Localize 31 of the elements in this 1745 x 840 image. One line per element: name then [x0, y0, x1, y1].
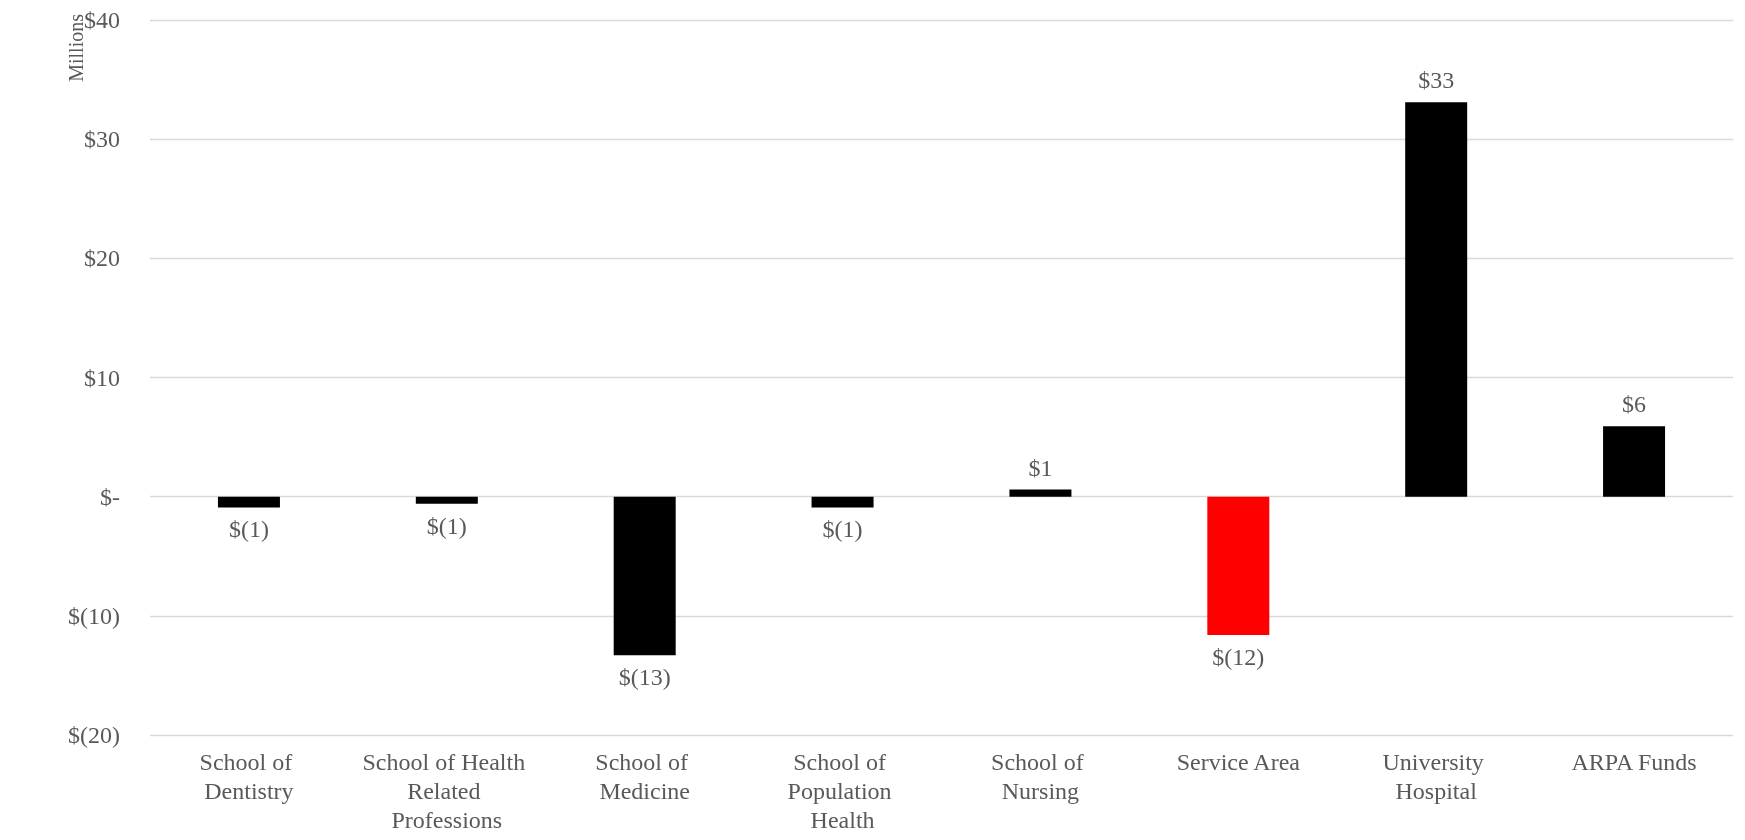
data-label: $(1): [822, 516, 863, 543]
x-tick-label: University Hospital: [1382, 748, 1490, 804]
y-tick-label: $10: [84, 364, 120, 391]
y-tick-label: $(10): [68, 602, 120, 629]
y-tick-label: $(20): [68, 722, 120, 748]
bar: [1009, 489, 1072, 497]
bar: [613, 496, 676, 656]
y-tick-label: $20: [84, 245, 120, 272]
y-tick-label: $30: [84, 126, 120, 153]
x-tick-label: School of Medicine: [595, 748, 695, 804]
data-label: $33: [1418, 67, 1455, 94]
data-label: $(1): [228, 516, 269, 543]
y-tick-label: $40: [84, 7, 120, 33]
x-tick-label: School of Population Health: [787, 748, 898, 833]
bar: [1207, 496, 1270, 635]
x-tick-label: School of Health Related Professions: [362, 748, 532, 833]
x-tick-label: School of Nursing: [991, 748, 1090, 804]
data-label: $6: [1622, 391, 1647, 418]
bar: [1405, 102, 1468, 497]
bar: [1603, 426, 1666, 497]
bar: [217, 496, 280, 508]
y-tick-label: $-: [100, 483, 120, 510]
data-label: $(12): [1212, 643, 1265, 670]
data-label: $(1): [426, 512, 467, 539]
x-tick-label: School of Dentistry: [199, 748, 299, 804]
data-label: $1: [1028, 454, 1053, 481]
x-tick-label: ARPA Funds: [1571, 748, 1697, 775]
bar: [811, 496, 874, 508]
x-tick-label: Service Area: [1176, 748, 1301, 775]
data-label: $(13): [618, 664, 671, 691]
bar: [415, 496, 478, 504]
